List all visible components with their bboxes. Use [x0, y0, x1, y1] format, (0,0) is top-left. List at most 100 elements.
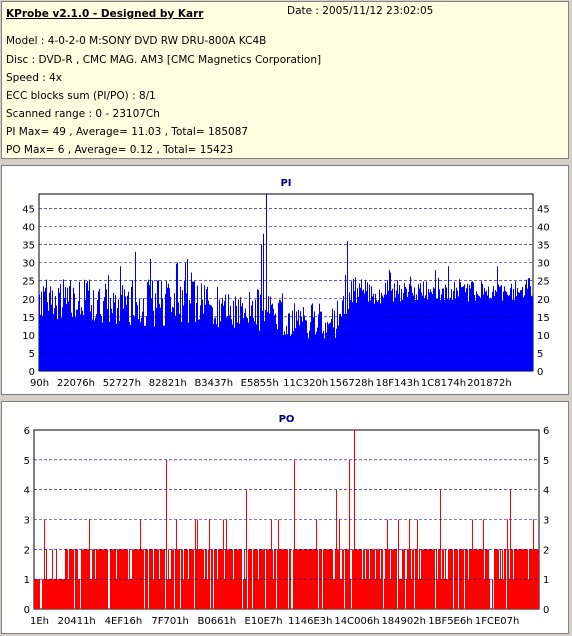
data-bar — [499, 579, 500, 609]
data-bar — [333, 579, 334, 609]
data-bar — [192, 549, 193, 609]
data-bar — [233, 300, 234, 371]
data-bar — [66, 304, 67, 371]
data-bar — [522, 549, 523, 609]
data-bar — [141, 317, 142, 371]
data-bar — [60, 284, 61, 371]
data-bar — [423, 549, 424, 609]
data-bar — [404, 283, 405, 371]
data-bar — [464, 284, 465, 371]
data-bar — [264, 321, 265, 371]
data-bar — [390, 272, 391, 371]
data-bar — [448, 266, 449, 371]
data-bar — [391, 290, 392, 371]
data-bar — [59, 292, 60, 371]
data-bar — [54, 308, 55, 371]
data-bar — [295, 328, 296, 371]
data-bar — [79, 281, 80, 371]
data-bar — [438, 549, 439, 609]
data-bar — [64, 297, 65, 371]
data-bar — [75, 317, 76, 371]
data-bar — [82, 549, 83, 609]
data-bar — [257, 289, 258, 371]
data-bar — [179, 313, 180, 371]
data-bar — [374, 303, 375, 371]
data-bar — [118, 299, 119, 371]
data-bar — [63, 579, 64, 609]
data-bar — [526, 279, 527, 371]
data-bar — [242, 303, 243, 371]
data-bar — [203, 313, 204, 371]
data-bar — [392, 288, 393, 371]
data-bar — [153, 310, 154, 371]
data-bar — [98, 549, 99, 609]
data-bar — [538, 549, 539, 609]
data-bar — [473, 549, 474, 609]
data-bar — [521, 290, 522, 371]
data-bar — [388, 549, 389, 609]
data-bar — [173, 307, 174, 371]
x-tick-label: 7F701h — [151, 616, 189, 627]
data-bar — [116, 324, 117, 371]
data-bar — [517, 549, 518, 609]
data-bar — [88, 290, 89, 371]
data-bar — [132, 549, 133, 609]
data-bar — [501, 579, 502, 609]
data-bar — [495, 289, 496, 371]
data-bar — [37, 579, 38, 609]
data-bar — [51, 579, 52, 609]
data-bar — [113, 292, 114, 371]
data-bar — [87, 549, 88, 609]
data-bar — [136, 302, 137, 371]
data-bar — [112, 549, 113, 609]
data-bar — [438, 277, 439, 371]
data-bar — [338, 325, 339, 371]
data-bar — [218, 327, 219, 371]
data-bar — [251, 305, 252, 371]
data-bar — [372, 296, 373, 371]
data-bar — [332, 549, 333, 609]
data-bar — [258, 579, 259, 609]
data-bar — [44, 519, 45, 609]
data-bar — [266, 194, 267, 371]
data-bar — [226, 317, 227, 371]
data-bar — [238, 299, 239, 371]
drive-model: Model : 4-0-2-0 M:SONY DVD RW DRU-800A K… — [6, 35, 267, 47]
disc-info: Disc : DVD-R , CMC MAG. AM3 [CMC Magneti… — [6, 54, 322, 66]
data-bar — [91, 304, 92, 371]
data-bar — [294, 459, 295, 609]
data-bar — [363, 549, 364, 609]
data-bar — [68, 579, 69, 609]
pi-summary: PI Max= 49 , Average= 11.03 , Total= 185… — [6, 126, 249, 138]
data-bar — [302, 321, 303, 371]
x-tick-label: 52727h — [103, 378, 141, 389]
data-bar — [530, 286, 531, 371]
data-bar — [36, 579, 37, 609]
x-tick-label: 156728h — [329, 378, 374, 389]
data-bar — [167, 579, 168, 609]
data-bar — [326, 332, 327, 371]
data-bar — [431, 292, 432, 371]
po-summary: PO Max= 6 , Average= 0.12 , Total= 15423 — [6, 144, 234, 156]
data-bar — [512, 549, 513, 609]
data-bar — [133, 549, 134, 609]
data-bar — [452, 549, 453, 609]
data-bar — [317, 549, 318, 609]
data-bar — [59, 579, 60, 609]
data-bar — [376, 299, 377, 371]
data-bar — [81, 307, 82, 371]
data-bar — [416, 294, 417, 371]
data-bar — [169, 288, 170, 371]
data-bar — [78, 579, 79, 609]
data-bar — [42, 315, 43, 371]
data-bar — [246, 316, 247, 371]
data-bar — [340, 579, 341, 609]
y-tick-label-right: 1 — [543, 575, 549, 586]
data-bar — [412, 549, 413, 609]
data-bar — [34, 579, 35, 609]
data-bar — [114, 302, 115, 371]
data-bar — [323, 549, 324, 609]
data-bar — [462, 549, 463, 609]
data-bar — [248, 549, 249, 609]
y-tick-label-right: 5 — [537, 349, 543, 360]
